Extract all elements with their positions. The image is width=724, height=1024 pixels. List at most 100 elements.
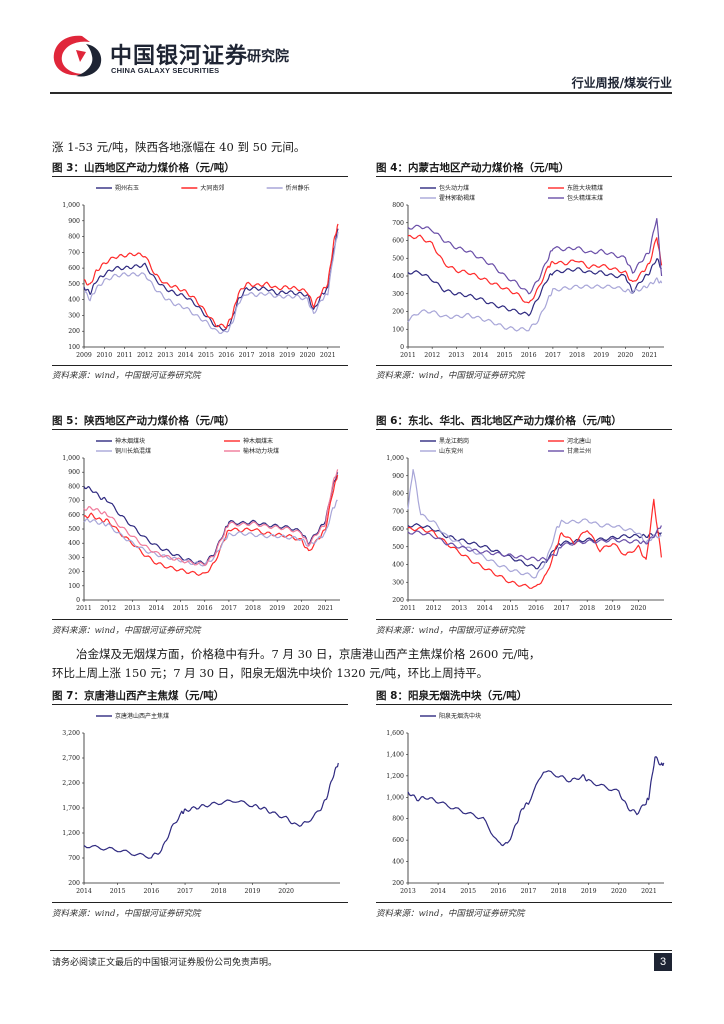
y-tick-label: 900 <box>68 469 80 476</box>
fig7-title-rule <box>52 704 348 705</box>
y-tick-label: 1,000 <box>386 455 404 462</box>
legend-label: 阳泉无烟洗中块 <box>439 712 481 720</box>
x-tick-label: 2020 <box>300 352 316 359</box>
series-line-2 <box>407 234 663 304</box>
x-tick-label: 2015 <box>497 352 513 359</box>
y-tick-label: 1,200 <box>386 773 404 780</box>
x-tick-label: 2014 <box>477 605 493 612</box>
fig5-source: 资料来源：wind，中国银河证券研究院 <box>52 626 201 636</box>
page-number: 3 <box>654 953 672 971</box>
series-line-1 <box>83 762 339 859</box>
x-tick-label: 2012 <box>424 352 440 359</box>
x-tick-label: 2015 <box>460 888 476 895</box>
x-tick-label: 2015 <box>173 605 189 612</box>
body-paragraph-1: 涨 1-53 元/吨，陕西各地涨幅在 40 到 50 元间。 <box>52 140 306 154</box>
x-tick-label: 2014 <box>430 888 446 895</box>
x-tick-label: 2018 <box>259 352 275 359</box>
fig8-bottom-rule <box>376 902 672 903</box>
legend-label: 甘肃兰州 <box>567 447 591 455</box>
x-tick-label: 2016 <box>521 352 537 359</box>
fig3-title: 图 3：山西地区产动力煤价格（元/吨） <box>52 162 235 174</box>
y-tick-label: 800 <box>68 483 80 490</box>
fig8-source: 资料来源：wind，中国银河证券研究院 <box>376 909 525 919</box>
x-tick-label: 2013 <box>400 888 416 895</box>
x-tick-label: 2020 <box>611 888 627 895</box>
x-tick-label: 2016 <box>218 352 234 359</box>
x-tick-label: 2012 <box>100 605 116 612</box>
y-tick-label: 100 <box>68 583 80 590</box>
x-tick-label: 2018 <box>551 888 567 895</box>
x-tick-label: 2019 <box>269 605 285 612</box>
y-tick-label: 200 <box>68 880 80 887</box>
series-line-3 <box>83 499 338 567</box>
y-tick-label: 1,200 <box>62 830 80 837</box>
brand-subtitle: 研究院 <box>247 49 289 65</box>
x-tick-label: 2019 <box>605 605 621 612</box>
x-tick-label: 2013 <box>448 352 464 359</box>
x-tick-label: 2016 <box>528 605 544 612</box>
y-tick-label: 800 <box>392 202 404 209</box>
report-type: 行业周报/煤炭行业 <box>571 76 672 90</box>
x-tick-label: 2016 <box>143 888 159 895</box>
x-tick-label: 2013 <box>451 605 467 612</box>
x-tick-label: 2017 <box>239 352 255 359</box>
y-tick-label: 200 <box>392 880 404 887</box>
fig6-bottom-rule <box>376 619 672 620</box>
brand-name-cn: 中国银河证券 <box>110 44 249 69</box>
x-tick-label: 2018 <box>211 888 227 895</box>
fig7-title: 图 7：京唐港山西产主焦煤（元/吨） <box>52 690 225 702</box>
legend-label: 榆林动力块煤 <box>243 447 279 455</box>
x-tick-label: 2017 <box>545 352 561 359</box>
x-tick-label: 2019 <box>245 888 261 895</box>
fig3-bottom-rule <box>52 365 348 366</box>
x-tick-label: 2021 <box>318 605 334 612</box>
fig3-title-rule <box>52 176 348 177</box>
x-tick-label: 2017 <box>177 888 193 895</box>
x-tick-label: 2020 <box>293 605 309 612</box>
x-tick-label: 2016 <box>197 605 213 612</box>
fig4-bottom-rule <box>376 365 672 366</box>
fig4-title-rule <box>376 176 672 177</box>
y-tick-label: 500 <box>68 281 80 288</box>
y-tick-label: 1,000 <box>386 794 404 801</box>
x-tick-label: 2015 <box>110 888 126 895</box>
series-line-4 <box>407 525 662 562</box>
y-tick-label: 200 <box>68 328 80 335</box>
x-tick-label: 2013 <box>124 605 140 612</box>
fig4-title: 图 4：内蒙古地区产动力煤价格（元/吨） <box>376 162 570 174</box>
fig4-source: 资料来源：wind，中国银河证券研究院 <box>376 371 525 381</box>
legend-label: 朔州右玉 <box>115 184 139 192</box>
series-line-1 <box>407 756 665 847</box>
footer-disclaimer: 请务必阅读正文最后的中国银河证券股份公司免责声明。 <box>52 958 278 968</box>
x-tick-label: 2014 <box>473 352 489 359</box>
series-line-4 <box>83 469 339 567</box>
y-tick-label: 400 <box>68 297 80 304</box>
series-line-2 <box>407 498 662 589</box>
y-tick-label: 300 <box>392 579 404 586</box>
x-tick-label: 2014 <box>178 352 194 359</box>
fig4-chart: 0 100 200 300 400 500 600 700 800 2011 2012 2013 201… <box>392 184 664 359</box>
x-tick-label: 2020 <box>278 888 294 895</box>
legend-label: 神木烟煤块 <box>115 437 145 445</box>
y-tick-label: 900 <box>68 218 80 225</box>
y-tick-label: 600 <box>392 238 404 245</box>
series-line-3 <box>83 231 339 334</box>
y-tick-label: 700 <box>392 220 404 227</box>
y-tick-label: 100 <box>68 344 80 351</box>
x-tick-label: 2011 <box>117 352 133 359</box>
x-tick-label: 2014 <box>149 605 165 612</box>
y-tick-label: 700 <box>392 508 404 515</box>
fig8-title-rule <box>376 704 672 705</box>
x-tick-label: 2013 <box>157 352 173 359</box>
body-paragraph-2-line-2: 环比上周上涨 150 元；7 月 30 日，阳泉无烟洗中块价 1320 元/吨，… <box>52 666 489 680</box>
fig6-title: 图 6：东北、华北、西北地区产动力煤价格（元/吨） <box>376 415 622 427</box>
y-tick-label: 0 <box>76 597 80 604</box>
fig6-chart: 200 300 400 500 600 700 800 900 1,000 2011 2012 201… <box>386 437 664 612</box>
series-line-2 <box>83 223 339 329</box>
y-tick-label: 1,700 <box>62 805 80 812</box>
y-tick-label: 3,200 <box>62 730 80 737</box>
y-tick-label: 400 <box>392 273 404 280</box>
series-line-1 <box>407 523 662 570</box>
x-tick-label: 2019 <box>593 352 609 359</box>
y-tick-label: 700 <box>68 249 80 256</box>
